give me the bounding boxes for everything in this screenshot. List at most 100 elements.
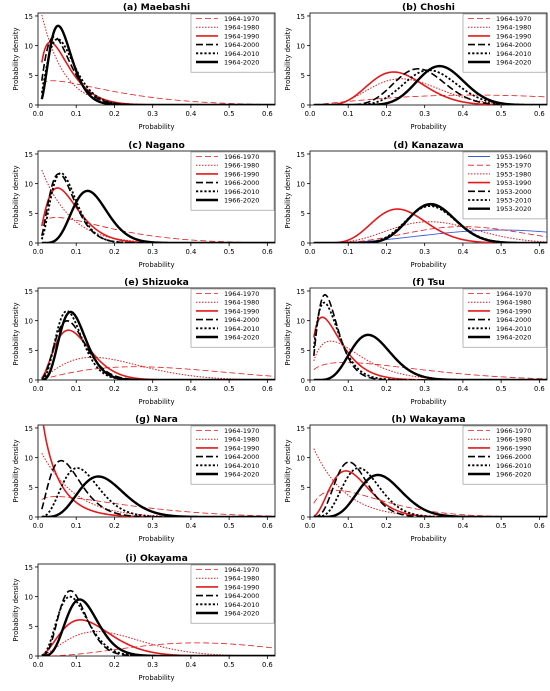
y-tick-label: 5 — [29, 347, 33, 355]
y-axis-label: Probability density — [284, 302, 292, 365]
x-tick-label: 0.2 — [381, 248, 392, 256]
x-tick-label: 0.1 — [343, 110, 354, 118]
legend-label: 1964-2010 — [496, 50, 531, 58]
y-tick-label: 10 — [296, 180, 305, 188]
y-tick-label: 5 — [29, 623, 33, 631]
legend-label: 1953-2010 — [496, 197, 531, 205]
legend-label: 1966-1970 — [224, 153, 259, 161]
x-tick-label: 0.6 — [534, 522, 545, 530]
x-tick-label: 0.0 — [305, 248, 316, 256]
series-line — [41, 217, 275, 243]
legend-label: 1964-2010 — [224, 462, 259, 470]
series-group — [41, 589, 275, 656]
legend-label: 1964-1990 — [224, 307, 259, 315]
legend-label: 1966-1990 — [224, 170, 259, 178]
x-tick-label: 0.3 — [147, 110, 158, 118]
series-line — [41, 356, 275, 380]
x-tick-label: 0.6 — [262, 522, 273, 530]
y-tick-label: 15 — [296, 151, 305, 159]
legend-label: 1953-1970 — [496, 162, 531, 170]
x-tick-label: 0.5 — [224, 110, 235, 118]
y-tick-label: 5 — [301, 210, 305, 218]
legend-label: 1953-2020 — [496, 205, 531, 213]
x-tick-label: 0.4 — [185, 110, 196, 118]
series-line — [313, 202, 547, 243]
plot-frame — [309, 12, 548, 106]
series-line — [41, 459, 275, 517]
y-tick-label: 15 — [24, 564, 33, 572]
x-tick-label: 0.0 — [33, 110, 44, 118]
x-tick-label: 0.1 — [71, 385, 82, 393]
x-axis-label: Probability — [139, 674, 175, 682]
legend-label: 1964-2020 — [496, 334, 531, 342]
x-tick-label: 0.6 — [534, 248, 545, 256]
y-tick-label: 15 — [24, 151, 33, 159]
legend-label: 1964-1980 — [496, 299, 531, 307]
y-tick-label: 0 — [29, 514, 33, 522]
y-tick-label: 0 — [301, 240, 305, 248]
x-tick-label: 0.2 — [109, 661, 120, 669]
y-tick-label: 0 — [29, 377, 33, 385]
chart-panel: (h) Wakayama 0 5 10 15 0.0 0.1 0.2 0.3 0.4 0.5 0.6 P… — [284, 414, 548, 543]
x-tick-label: 0.5 — [496, 385, 507, 393]
x-tick-label: 0.2 — [381, 385, 392, 393]
x-tick-label: 0.4 — [457, 385, 468, 393]
y-tick-label: 10 — [296, 454, 305, 462]
series-line — [41, 475, 275, 517]
x-axis-label: Probability — [411, 398, 447, 406]
y-tick-label: 10 — [24, 317, 33, 325]
x-tick-label: 0.4 — [457, 522, 468, 530]
legend-label: 1964-1970 — [496, 15, 531, 23]
series-line — [41, 619, 275, 656]
legend-label: 1966-1980 — [496, 436, 531, 444]
x-tick-label: 0.4 — [185, 248, 196, 256]
legend-label: 1964-2020 — [224, 471, 259, 479]
legend-label: 1964-2010 — [496, 325, 531, 333]
series-group — [312, 294, 547, 380]
legend-label: 1964-1980 — [224, 436, 259, 444]
legend-label: 1964-1970 — [496, 290, 531, 298]
legend-label: 1964-1970 — [224, 427, 259, 435]
x-tick-label: 0.1 — [71, 110, 82, 118]
y-tick-label: 5 — [301, 347, 305, 355]
legend-label: 1964-2000 — [224, 592, 259, 600]
x-tick-label: 0.5 — [496, 110, 507, 118]
x-axis-label: Probability — [411, 123, 447, 131]
y-axis-label: Probability density — [12, 302, 20, 365]
chart-panel: (d) Kanazawa 0 5 10 15 0.0 0.1 0.2 0.3 0.4 0.5 0.6 P… — [284, 140, 548, 269]
series-group — [40, 14, 275, 105]
legend-label: 1964-2020 — [496, 59, 531, 67]
x-tick-label: 0.2 — [109, 522, 120, 530]
legend-label: 1966-2000 — [496, 453, 531, 461]
series-line — [313, 467, 547, 517]
x-tick-label: 0.2 — [381, 522, 392, 530]
chart-panel: (i) Okayama 0 5 10 15 0.0 0.1 0.2 0.3 0.4 0.5 0.6 Pr… — [12, 553, 276, 682]
y-axis-label: Probability density — [284, 439, 292, 502]
y-tick-label: 10 — [24, 180, 33, 188]
x-axis-label: Probability — [411, 261, 447, 269]
x-axis-label: Probability — [139, 398, 175, 406]
y-axis-label: Probability density — [284, 165, 292, 228]
legend-label: 1966-2020 — [496, 471, 531, 479]
x-tick-label: 0.1 — [343, 248, 354, 256]
x-axis-label: Probability — [139, 261, 175, 269]
y-tick-label: 10 — [296, 317, 305, 325]
chart-panel: (f) Tsu 0 5 10 15 0.0 0.1 0.2 0.3 0.4 0.5 0.6 Probab… — [284, 277, 548, 406]
legend-label: 1964-1970 — [224, 290, 259, 298]
series-line — [313, 473, 547, 517]
y-tick-label: 0 — [29, 653, 33, 661]
y-tick-label: 0 — [29, 240, 33, 248]
x-tick-label: 0.2 — [109, 385, 120, 393]
x-tick-label: 0.2 — [109, 248, 120, 256]
y-axis-label: Probability density — [12, 27, 20, 90]
legend-label: 1964-2000 — [224, 41, 259, 49]
x-tick-label: 0.6 — [262, 385, 273, 393]
chart-title: (h) Wakayama — [391, 414, 465, 425]
x-tick-label: 0.1 — [71, 522, 82, 530]
x-tick-label: 0.4 — [185, 661, 196, 669]
series-line — [313, 221, 547, 243]
chart-title: (b) Choshi — [402, 2, 455, 13]
series-line — [313, 229, 547, 243]
y-axis-label: Probability density — [12, 578, 20, 641]
x-tick-label: 0.2 — [109, 110, 120, 118]
